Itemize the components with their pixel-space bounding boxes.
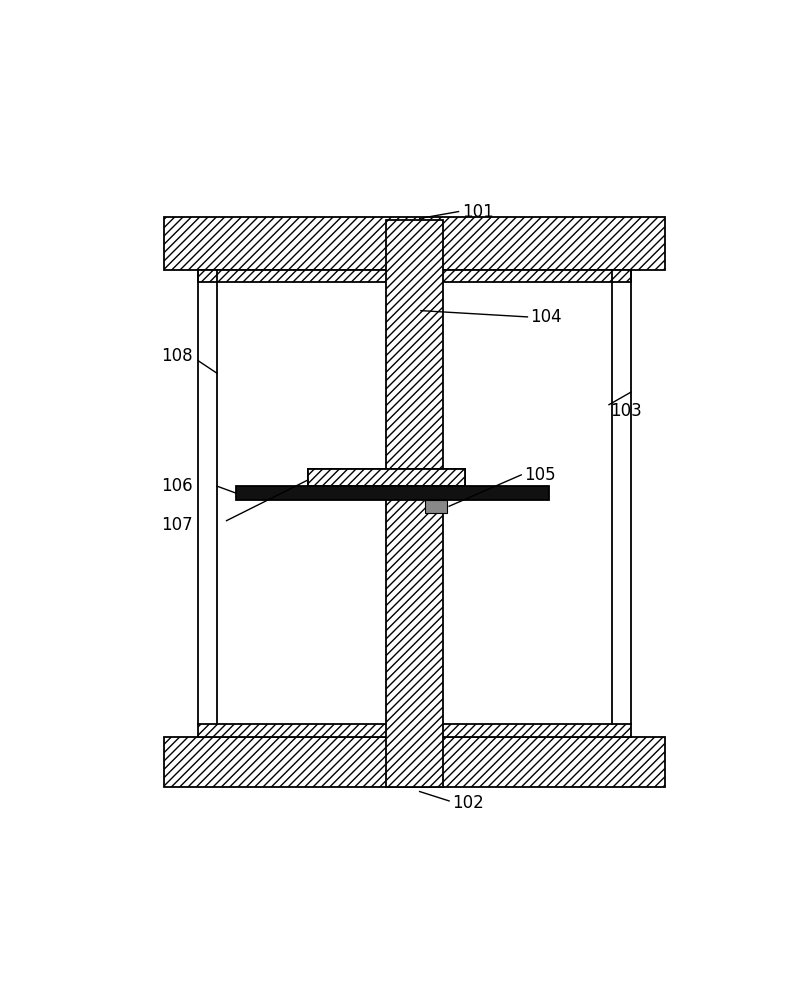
Bar — [198, 270, 631, 282]
Text: 101: 101 — [462, 203, 493, 221]
Bar — [308, 469, 464, 486]
Bar — [308, 469, 464, 486]
Bar — [163, 737, 665, 787]
Bar — [387, 220, 443, 787]
Bar — [236, 486, 549, 500]
Text: 105: 105 — [524, 466, 556, 484]
Text: 104: 104 — [531, 308, 562, 326]
Text: 106: 106 — [161, 477, 193, 495]
Bar — [308, 469, 464, 486]
Bar — [163, 217, 665, 270]
Text: 108: 108 — [161, 347, 193, 365]
Bar — [425, 500, 447, 513]
Text: 103: 103 — [610, 402, 642, 420]
Text: 102: 102 — [452, 794, 484, 812]
Text: 107: 107 — [161, 516, 193, 534]
Bar — [198, 724, 631, 737]
